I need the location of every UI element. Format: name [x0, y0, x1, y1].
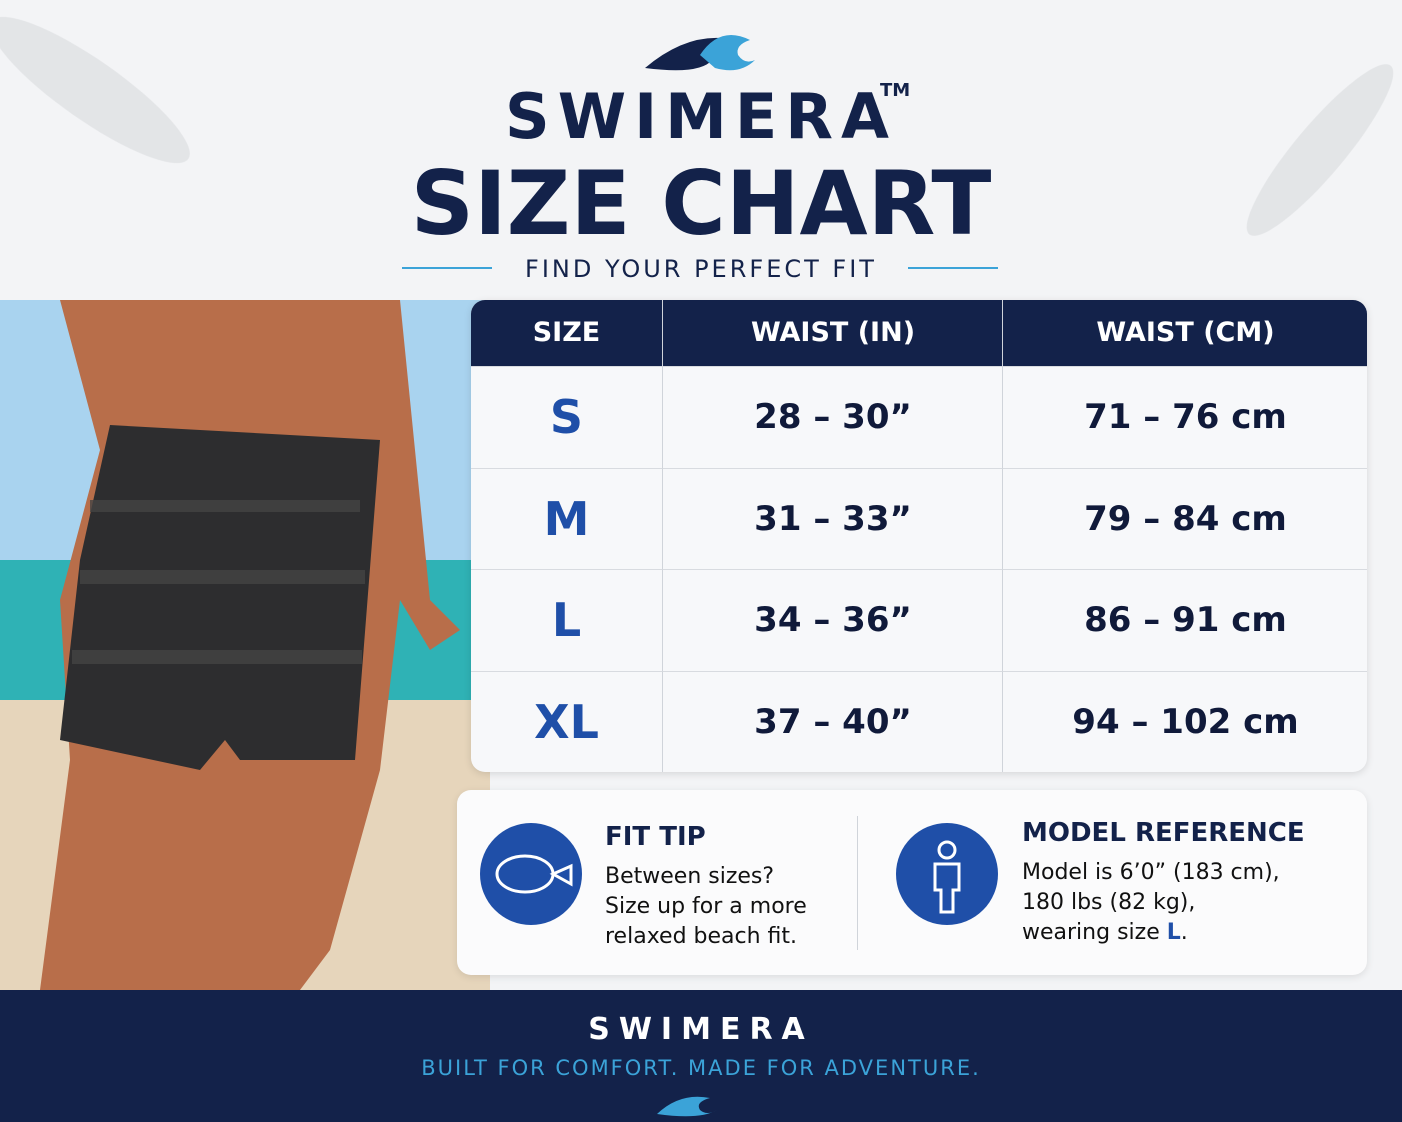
cell: 94 – 102 cm [1002, 670, 1367, 772]
column-header: WAIST (IN) [662, 300, 1003, 366]
model-line: wearing size [1022, 920, 1160, 945]
model-size: L [1166, 920, 1181, 945]
cell: 28 – 30” [662, 366, 1003, 468]
footer-logo [657, 1096, 717, 1117]
size-table: SIZE WAIST (IN) WAIST (CM) S 28 – 30” 71 – 76… [471, 300, 1367, 772]
tips-card: FIT TIP Between sizes? Size up for a mor… [457, 790, 1367, 975]
brand: SWIMERA [505, 80, 897, 153]
model-photo [0, 300, 490, 990]
size-label: M [471, 467, 662, 570]
subtitle: FIND YOUR PERFECT FIT [525, 255, 877, 283]
cell: 34 – 36” [662, 569, 1003, 671]
model-text: Model is 6’0” (183 cm), 180 lbs (82 kg),… [1022, 858, 1280, 948]
fit-tip-line: Between sizes? [605, 864, 775, 889]
person-icon [896, 823, 998, 925]
cell: 71 – 76 cm [1002, 366, 1367, 468]
column-header: WAIST (CM) [1002, 300, 1367, 366]
fit-tip-line: Size up for a more [605, 894, 807, 919]
footer-tagline: BUILT FOR COMFORT. MADE FOR ADVENTURE. [421, 1056, 981, 1080]
size-label: XL [471, 670, 662, 773]
model-end: . [1180, 920, 1188, 945]
size-label: S [471, 366, 662, 468]
cell: 31 – 33” [662, 467, 1003, 570]
tape-icon [480, 823, 582, 925]
model-line: 180 lbs (82 kg), [1022, 890, 1196, 915]
column-header: SIZE [471, 300, 662, 366]
fit-tip-line: relaxed beach fit. [605, 924, 798, 949]
trademark: TM [880, 80, 911, 101]
model-line: Model is 6’0” (183 cm), [1022, 860, 1280, 885]
footer-brand: SWIMERA [588, 1012, 814, 1047]
cell: 79 – 84 cm [1002, 467, 1367, 570]
header-bg [0, 16, 1394, 269]
size-label: L [471, 569, 662, 671]
footer: SWIMERA BUILT FOR COMFORT. MADE FOR ADVE… [0, 990, 1402, 1122]
model-line: wearing size L. [1022, 918, 1280, 948]
title: SIZE CHART [410, 152, 992, 255]
fit-tip-text: Between sizes? Size up for a more relaxe… [605, 862, 807, 952]
fit-tip-title: FIT TIP [605, 822, 706, 852]
model-title: MODEL REFERENCE [1022, 818, 1305, 848]
cell: 37 – 40” [662, 670, 1003, 772]
cell: 86 – 91 cm [1002, 569, 1367, 671]
